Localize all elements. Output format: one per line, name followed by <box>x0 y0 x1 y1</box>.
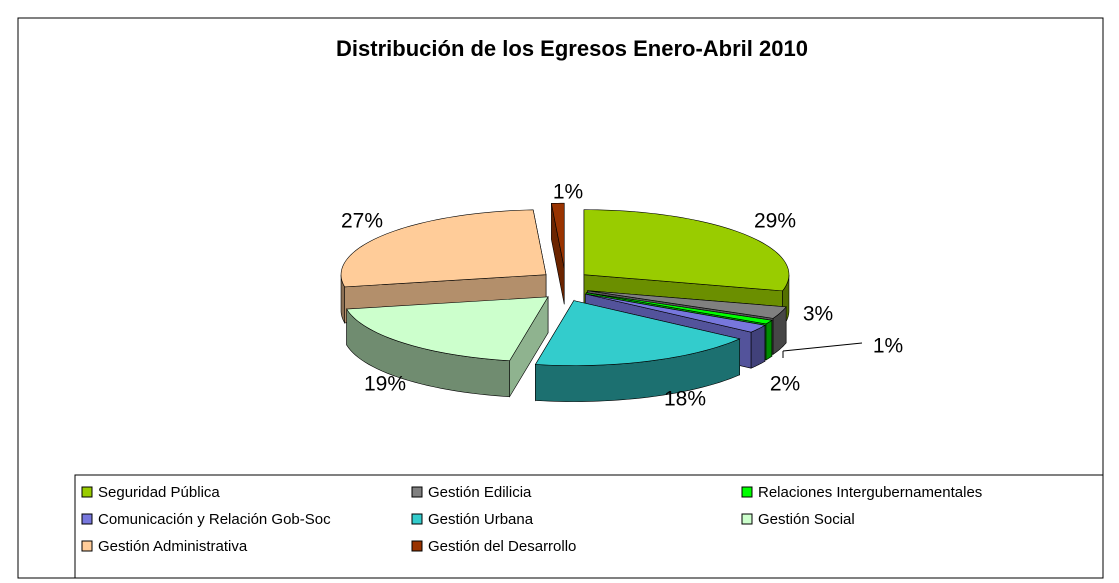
legend-swatch <box>741 513 753 525</box>
legend-swatch <box>81 486 93 498</box>
slice-wall <box>765 319 773 361</box>
legend-swatch <box>81 513 93 525</box>
legend-label: Relaciones Intergubernamentales <box>758 484 982 501</box>
data-label: 1% <box>873 335 903 358</box>
leader-line <box>782 342 863 352</box>
data-label: 1% <box>553 181 583 204</box>
legend-swatch <box>411 540 423 552</box>
legend-label: Gestión Administrativa <box>98 538 248 555</box>
data-label: 27% <box>341 210 383 233</box>
legend-label: Gestión Social <box>758 511 855 528</box>
legend-label: Gestión del Desarrollo <box>428 538 576 555</box>
data-label: 29% <box>754 210 796 233</box>
legend-swatch <box>411 486 423 498</box>
chart-title: Distribución de los Egresos Enero-Abril … <box>336 36 808 61</box>
slice <box>586 292 773 325</box>
slice <box>534 300 741 366</box>
data-label: 19% <box>364 373 406 396</box>
slice <box>585 293 766 333</box>
legend-swatch <box>411 513 423 525</box>
slice <box>346 296 549 362</box>
slice <box>340 209 547 288</box>
legend-label: Gestión Urbana <box>428 511 534 528</box>
legend-label: Gestión Edilicia <box>428 484 532 501</box>
legend-box <box>74 474 1104 579</box>
slice <box>587 290 787 319</box>
slice <box>551 202 565 269</box>
legend-swatch <box>81 540 93 552</box>
legend-label: Comunicación y Relación Gob-Soc <box>98 511 331 528</box>
data-label: 18% <box>664 388 706 411</box>
slice <box>583 209 790 292</box>
slice-wall <box>750 324 766 369</box>
data-label: 2% <box>770 373 800 396</box>
legend-label: Seguridad Pública <box>98 484 220 501</box>
legend-swatch <box>741 486 753 498</box>
data-label: 3% <box>803 303 833 326</box>
